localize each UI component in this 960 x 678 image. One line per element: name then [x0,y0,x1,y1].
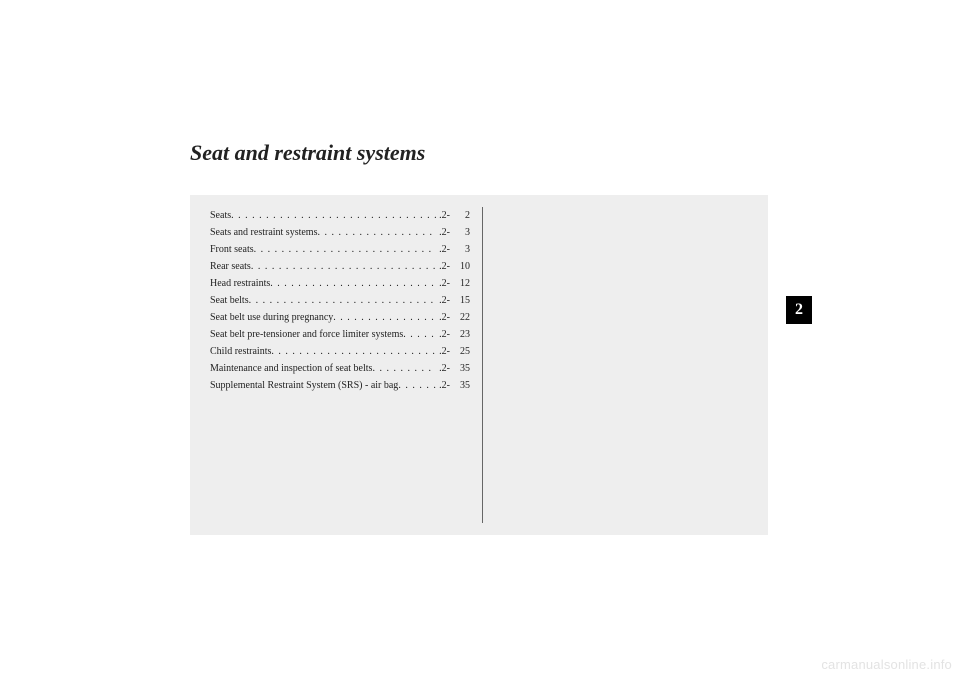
toc-page: 3 [450,224,470,241]
toc-dots: . . . . . . . . . . . . . . . . . . . . … [251,258,436,275]
toc-label: Head restraints [210,275,270,292]
toc-dots: . . . . . . . . . . . . . . . . . . . . … [398,377,436,394]
toc-dots: . . . . . . . . . . . . . . . . . . . . … [231,207,436,224]
toc-list: Seats . . . . . . . . . . . . . . . . . … [210,207,470,394]
toc-label: Seats [210,207,231,224]
toc-page: 3 [450,241,470,258]
toc-label: Front seats [210,241,254,258]
chapter-title: Seat and restraint systems [190,140,425,166]
toc-dots: . . . . . . . . . . . . . . . . . . . . … [249,292,436,309]
toc-page: 15 [450,292,470,309]
toc-row: Seat belt use during pregnancy . . . . .… [210,309,470,326]
column-divider [482,207,483,523]
toc-label: Seat belts [210,292,249,309]
toc-row: Rear seats . . . . . . . . . . . . . . .… [210,258,470,275]
chapter-tab: 2 [786,296,812,324]
toc-chapter: .2- [436,258,450,275]
toc-chapter: .2- [436,241,450,258]
toc-chapter: .2- [436,377,450,394]
toc-dots: . . . . . . . . . . . . . . . . . . . . … [403,326,436,343]
toc-row: Front seats . . . . . . . . . . . . . . … [210,241,470,258]
toc-chapter: .2- [436,224,450,241]
toc-label: Supplemental Restraint System (SRS) - ai… [210,377,398,394]
toc-row: Seat belts . . . . . . . . . . . . . . .… [210,292,470,309]
toc-label: Seat belt use during pregnancy [210,309,333,326]
toc-chapter: .2- [436,326,450,343]
toc-chapter: .2- [436,275,450,292]
toc-dots: . . . . . . . . . . . . . . . . . . . . … [254,241,436,258]
toc-page: 35 [450,360,470,377]
toc-label: Rear seats [210,258,251,275]
toc-chapter: .2- [436,360,450,377]
toc-label: Maintenance and inspection of seat belts [210,360,372,377]
watermark: carmanualsonline.info [821,657,952,672]
toc-row: Child restraints . . . . . . . . . . . .… [210,343,470,360]
toc-label: Child restraints [210,343,271,360]
toc-dots: . . . . . . . . . . . . . . . . . . . . … [270,275,436,292]
toc-row: Maintenance and inspection of seat belts… [210,360,470,377]
toc-dots: . . . . . . . . . . . . . . . . . . . . … [333,309,436,326]
toc-chapter: .2- [436,343,450,360]
toc-page: 10 [450,258,470,275]
toc-row: Seats . . . . . . . . . . . . . . . . . … [210,207,470,224]
manual-page: Seat and restraint systems Seats . . . .… [0,0,960,678]
toc-label: Seats and restraint systems [210,224,317,241]
toc-page: 35 [450,377,470,394]
toc-dots: . . . . . . . . . . . . . . . . . . . . … [317,224,436,241]
toc-row: Seats and restraint systems . . . . . . … [210,224,470,241]
toc-row: Head restraints . . . . . . . . . . . . … [210,275,470,292]
toc-page: 12 [450,275,470,292]
toc-panel: Seats . . . . . . . . . . . . . . . . . … [190,195,768,535]
toc-chapter: .2- [436,292,450,309]
toc-page: 22 [450,309,470,326]
toc-chapter: .2- [436,207,450,224]
toc-chapter: .2- [436,309,450,326]
toc-page: 25 [450,343,470,360]
toc-page: 2 [450,207,470,224]
toc-label: Seat belt pre-tensioner and force limite… [210,326,403,343]
toc-dots: . . . . . . . . . . . . . . . . . . . . … [372,360,436,377]
toc-row: Supplemental Restraint System (SRS) - ai… [210,377,470,394]
toc-page: 23 [450,326,470,343]
toc-row: Seat belt pre-tensioner and force limite… [210,326,470,343]
toc-dots: . . . . . . . . . . . . . . . . . . . . … [271,343,436,360]
